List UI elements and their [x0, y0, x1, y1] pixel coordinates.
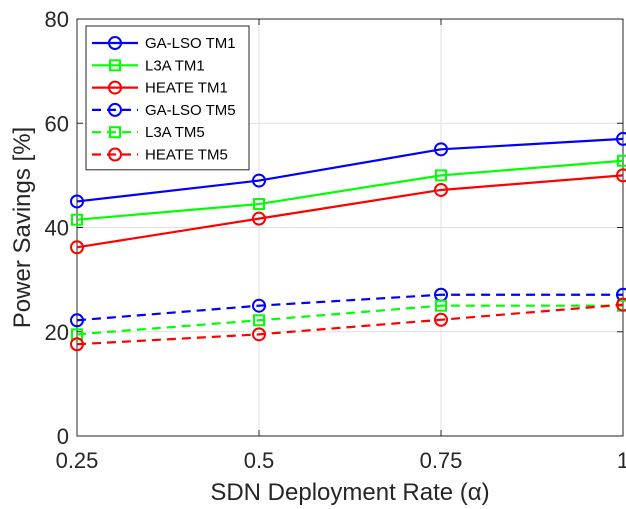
series-line — [76, 137, 624, 203]
legend-marker — [108, 80, 122, 95]
data-point — [71, 213, 83, 226]
y-tick-label: 60 — [45, 111, 69, 136]
y-tick-label: 40 — [45, 216, 69, 241]
data-point — [434, 182, 448, 197]
legend-marker — [108, 36, 122, 50]
series-ga-lso-tm5 — [70, 287, 626, 328]
data-point — [70, 337, 84, 352]
series-line — [76, 293, 623, 322]
series-l3a-tm1 — [71, 154, 626, 226]
data-point — [253, 198, 265, 211]
data-point — [616, 297, 626, 312]
legend-marker — [109, 126, 121, 139]
legend-marker — [109, 59, 121, 72]
legend-label: L3A TM1 — [145, 57, 205, 74]
data-point — [252, 327, 266, 342]
series-line — [76, 304, 623, 336]
series-line — [76, 174, 624, 249]
x-axis-label: SDN Deployment Rate (α) — [210, 479, 489, 506]
data-point — [616, 131, 626, 146]
legend-label: HEATE TM5 — [145, 147, 228, 164]
legend-entry: L3A TM1 — [92, 57, 205, 74]
x-tick-label: 1 — [617, 448, 626, 473]
legend-box — [85, 25, 250, 171]
data-point — [252, 211, 266, 226]
y-tick-label: 0 — [57, 424, 69, 449]
y-tick-label: 80 — [45, 7, 69, 32]
legend-label: HEATE TM1 — [145, 80, 228, 97]
legend-marker — [108, 102, 122, 117]
legend-label: GA-LSO TM1 — [145, 35, 236, 52]
data-point — [70, 194, 84, 209]
legend-entry: GA-LSO TM1 — [92, 35, 236, 52]
x-tick-label: 0.25 — [56, 448, 99, 473]
legend-label: L3A TM5 — [145, 124, 205, 141]
legend-entry: HEATE TM5 — [92, 147, 228, 164]
data-point — [252, 298, 266, 313]
data-point — [70, 313, 84, 328]
y-tick-label: 20 — [45, 320, 69, 345]
legend-entry: L3A TM5 — [92, 124, 205, 141]
series-heate-tm5 — [70, 297, 626, 352]
data-point — [70, 240, 84, 255]
series-l3a-tm5 — [71, 299, 626, 341]
axis-ticks: 0.25 0.5 0.75 1 0 20 40 60 80 — [45, 7, 626, 473]
data-point — [434, 142, 448, 157]
series-heate-tm1 — [70, 168, 626, 255]
legend-entry: HEATE TM1 — [92, 80, 228, 97]
series-ga-lso-tm1 — [70, 131, 626, 209]
data-point — [435, 299, 447, 312]
data-point — [252, 173, 266, 188]
x-tick-label: 0.5 — [244, 448, 275, 473]
series-line — [76, 159, 624, 221]
data-point — [617, 154, 626, 167]
legend-label: GA-LSO TM5 — [145, 102, 236, 119]
series-line — [76, 303, 624, 346]
data-point — [435, 169, 447, 182]
series-layer — [70, 131, 626, 352]
legend-marker — [108, 147, 122, 162]
y-axis-label: Power Savings [%] — [9, 127, 36, 328]
legend-entry: GA-LSO TM5 — [92, 102, 236, 119]
data-point — [71, 328, 83, 341]
x-tick-label: 0.75 — [420, 448, 463, 473]
legend: GA-LSO TM1 L3A TM1 HEATE TM1 GA-LSO TM5 L3A … — [85, 25, 250, 171]
data-point — [434, 312, 448, 327]
data-point — [616, 168, 626, 183]
data-point — [253, 314, 265, 327]
